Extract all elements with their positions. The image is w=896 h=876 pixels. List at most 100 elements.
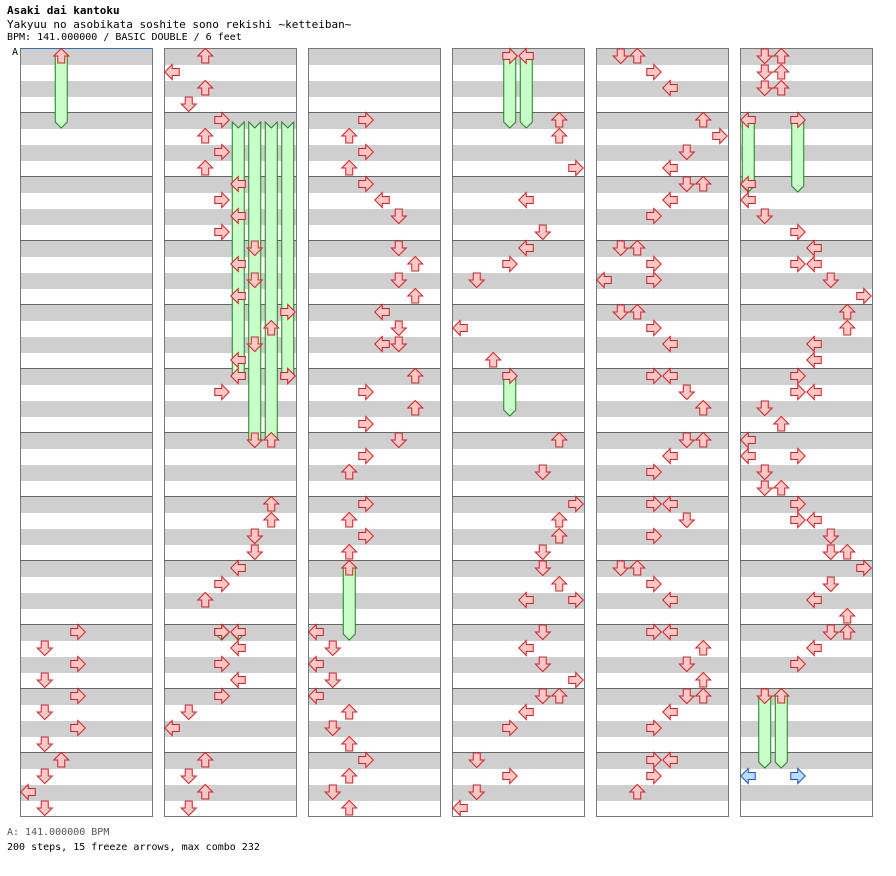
step-arrow-icon [406, 367, 424, 384]
arrow-shape [214, 655, 230, 673]
arrow-shape [838, 319, 856, 336]
arrow-shape [214, 223, 230, 241]
freeze-head-icon [340, 559, 358, 576]
freeze-arrow-icon [502, 367, 518, 417]
freeze-head-icon [230, 623, 246, 641]
step-arrow-icon [196, 127, 214, 144]
arrow-shape [806, 335, 822, 353]
arrow-shape [646, 767, 662, 785]
arrow-shape [468, 784, 486, 801]
arrow-shape [196, 127, 214, 144]
step-arrow-icon [662, 751, 678, 769]
arrow-shape [358, 447, 374, 465]
beat-stripe [597, 465, 728, 481]
arrow-shape [806, 591, 822, 609]
step-arrow-icon [550, 527, 568, 544]
song-title: Yakyuu no asobikata soshite sono rekishi… [7, 18, 352, 31]
arrow-shape [230, 287, 246, 305]
step-arrow-icon [280, 303, 296, 321]
beat-stripe [165, 337, 296, 353]
beat-stripe [597, 433, 728, 449]
beat-stripe [597, 529, 728, 545]
step-arrow-icon [662, 79, 678, 97]
arrow-shape [196, 783, 214, 800]
step-arrow-icon [678, 656, 696, 673]
step-arrow-icon [340, 127, 358, 144]
step-arrow-icon [756, 64, 774, 81]
beat-stripe [453, 689, 584, 705]
arrow-shape [518, 47, 534, 65]
beat-stripe [453, 337, 584, 353]
beat-stripe [309, 657, 440, 673]
arrow-shape [806, 239, 822, 257]
step-chart [20, 47, 873, 817]
step-arrow-icon [518, 639, 534, 657]
freeze-head-icon [790, 111, 806, 129]
step-arrow-icon [518, 703, 534, 721]
arrow-shape [646, 271, 662, 289]
step-arrow-icon [452, 319, 468, 337]
beat-stripe [741, 657, 872, 673]
bpm-line: A: 141.000000 BPM [7, 827, 110, 838]
beat-stripe [741, 273, 872, 289]
freeze-body [519, 55, 533, 129]
beat-stripe [453, 305, 584, 321]
beat-stripe [309, 369, 440, 385]
beat-stripe [597, 273, 728, 289]
step-arrow-icon [20, 783, 36, 801]
beat-stripe [165, 241, 296, 257]
step-arrow-icon [246, 544, 264, 561]
step-arrow-icon [214, 191, 230, 209]
arrow-shape [712, 127, 728, 145]
beat-stripe [21, 721, 152, 737]
step-arrow-icon [790, 511, 806, 529]
arrow-shape [822, 528, 840, 545]
step-arrow-icon [550, 127, 568, 144]
freeze-head-icon [740, 111, 756, 129]
step-arrow-icon [468, 752, 486, 769]
step-arrow-icon [358, 751, 374, 769]
step-arrow-icon [662, 367, 678, 385]
step-arrow-icon [568, 591, 584, 609]
step-arrow-icon [36, 704, 54, 721]
step-arrow-icon [568, 671, 584, 689]
arrow-shape [790, 495, 806, 513]
arrow-shape [568, 671, 584, 689]
step-arrow-icon [262, 495, 280, 512]
arrow-shape [756, 80, 774, 97]
beat-stripe [741, 593, 872, 609]
beat-stripe [21, 145, 152, 161]
step-arrow-icon [662, 191, 678, 209]
step-arrow-icon [164, 719, 180, 737]
arrow-shape [806, 511, 822, 529]
step-arrow-icon [518, 591, 534, 609]
step-arrow-icon [790, 367, 806, 385]
step-arrow-icon [180, 800, 198, 817]
beat-stripe [741, 177, 872, 193]
beat-stripe [453, 81, 584, 97]
beat-stripe [741, 465, 872, 481]
step-arrow-icon [36, 800, 54, 817]
beat-stripe [165, 561, 296, 577]
step-arrow-icon [196, 751, 214, 768]
step-arrow-icon [180, 96, 198, 113]
arrow-shape [646, 623, 662, 641]
arrow-shape [52, 751, 70, 768]
beat-stripe [597, 369, 728, 385]
step-arrow-icon [772, 479, 790, 496]
arrow-shape [390, 208, 408, 225]
step-arrow-icon [280, 367, 296, 385]
step-arrow-icon [806, 351, 822, 369]
step-arrow-icon [468, 784, 486, 801]
arrow-shape [662, 79, 678, 97]
arrow-shape [628, 47, 646, 64]
step-arrow-icon [612, 560, 630, 577]
step-arrow-icon [550, 511, 568, 528]
beat-stripe [597, 337, 728, 353]
arrow-shape [628, 303, 646, 320]
arrow-shape [502, 255, 518, 273]
beat-stripe [165, 209, 296, 225]
step-arrow-icon [340, 159, 358, 176]
beat-stripe [21, 785, 152, 801]
beat-stripe [21, 433, 152, 449]
